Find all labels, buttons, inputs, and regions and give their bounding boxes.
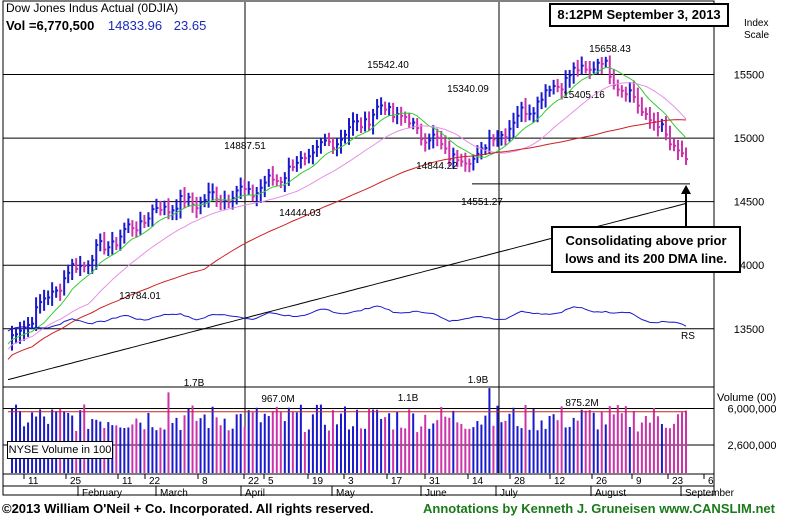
- chart-title: Dow Jones Indus Actual (0DJIA): [6, 1, 179, 15]
- rs-line: [7, 305, 687, 332]
- price-annotation-7: 14551.27: [461, 197, 503, 208]
- month-label-3: May: [336, 488, 355, 499]
- callout-box: Consolidating above prior lows and its 2…: [551, 226, 741, 273]
- volume-legend: NYSE Volume in 100: [7, 441, 113, 459]
- volume-annotation-3: 1.9B: [468, 375, 489, 386]
- x-tick-label-3: 22: [149, 476, 161, 487]
- x-tick-label-17: 6: [708, 476, 714, 487]
- price-annotation-4: 14887.51: [224, 141, 266, 152]
- month-label-5: July: [500, 488, 518, 499]
- annotation-credit: Annotations by Kenneth J. Gruneisen www.…: [423, 501, 775, 516]
- ma-green-line: [7, 66, 687, 345]
- volume-header: Volume (00): [717, 392, 777, 404]
- x-tick-label-10: 31: [429, 476, 441, 487]
- price-change: 23.65: [173, 18, 207, 33]
- volume-label: Vol =6,770,500: [6, 18, 95, 33]
- x-tick-label-16: 23: [672, 476, 684, 487]
- x-tick-label-4: 8: [202, 476, 208, 487]
- month-label-1: March: [160, 488, 188, 499]
- y-tick-label-1: 14000: [734, 260, 765, 272]
- x-tick-label-0: 11: [28, 476, 39, 487]
- month-label-4: June: [425, 488, 447, 499]
- ma-red-line: [7, 119, 687, 360]
- callout-line2: lows and its 200 DMA line.: [564, 251, 728, 266]
- month-label-2: April: [245, 488, 265, 499]
- volume-tick-label-1: 2,600,000: [728, 440, 777, 452]
- x-tick-label-1: 25: [70, 476, 82, 487]
- index-scale-line2: Scale: [744, 30, 770, 41]
- price-annotation-5: 14844.22: [416, 161, 458, 172]
- callout-line1: Consolidating above prior: [565, 233, 727, 248]
- ma-pink-line: [7, 82, 687, 350]
- x-tick-label-9: 17: [391, 476, 403, 487]
- x-tick-label-5: 22: [248, 476, 260, 487]
- volume-price-line: Vol =6,770,500 14833.96 23.65: [6, 18, 206, 33]
- candles: [11, 55, 688, 351]
- price-annotation-1: 15542.40: [367, 60, 409, 71]
- x-tick-label-12: 28: [514, 476, 526, 487]
- last-price: 14833.96: [107, 18, 163, 33]
- x-tick-label-8: 3: [348, 476, 354, 487]
- y-tick-label-3: 15000: [734, 133, 765, 145]
- volume-annotation-1: 967.0M: [261, 394, 294, 405]
- y-tick-label-4: 15500: [734, 70, 765, 82]
- x-tick-label-7: 19: [312, 476, 324, 487]
- y-tick-label-2: 14500: [734, 197, 765, 209]
- copyright-text: ©2013 William O'Neil + Co. Incorporated.…: [2, 501, 374, 516]
- month-label-6: August: [595, 488, 626, 499]
- volume-tick-label-0: 6,000,000: [728, 404, 777, 416]
- price-annotation-9: RS: [681, 331, 695, 342]
- x-tick-label-2: 11: [122, 476, 133, 487]
- callout-arrow-head: [681, 185, 691, 194]
- x-tick-label-13: 12: [554, 476, 566, 487]
- x-tick-label-14: 26: [596, 476, 608, 487]
- timestamp-box: 8:12PM September 3, 2013: [549, 3, 729, 27]
- index-scale-line1: Index: [744, 18, 769, 29]
- price-annotation-8: 13784.01: [119, 291, 161, 302]
- price-annotation-6: 14444.03: [279, 208, 321, 219]
- price-annotation-0: 15658.43: [589, 44, 631, 55]
- x-tick-label-11: 14: [472, 476, 484, 487]
- y-tick-label-0: 13500: [734, 324, 765, 336]
- month-label-0: February: [82, 488, 122, 499]
- volume-annotation-2: 1.1B: [398, 393, 419, 404]
- price-annotation-3: 15405.16: [563, 90, 605, 101]
- month-label-7: September: [685, 488, 735, 499]
- index-scale-label: Index Scale: [744, 18, 769, 42]
- x-tick-label-6: 5: [268, 476, 274, 487]
- x-tick-label-15: 9: [636, 476, 642, 487]
- volume-annotation-0: 1.7B: [184, 378, 205, 389]
- price-annotation-2: 15340.09: [447, 84, 489, 95]
- volume-annotation-4: 875.2M: [565, 398, 598, 409]
